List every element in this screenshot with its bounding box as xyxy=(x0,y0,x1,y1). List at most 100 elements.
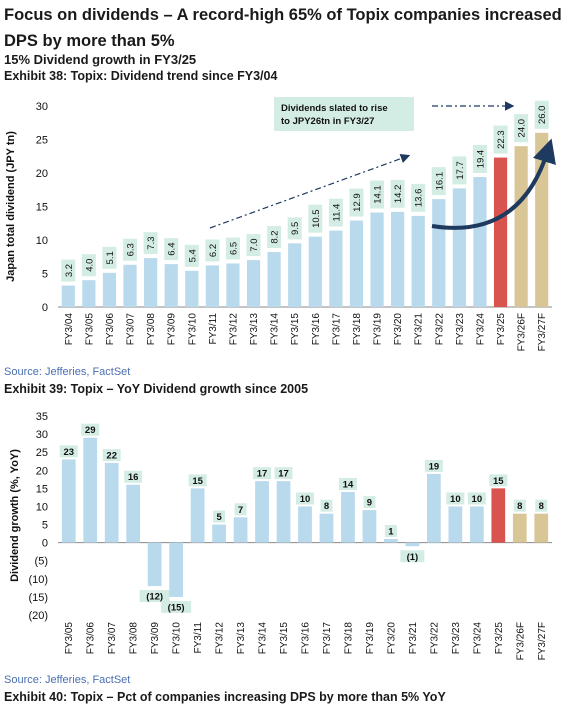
dividend-trend-chart: Japan total dividend (JPY tn) 0 5 10 15 20 25 3… xyxy=(5,97,556,351)
y-tick-label: 35 xyxy=(36,411,48,423)
bar-fy3-08 xyxy=(144,258,158,307)
y-tick-label: (15) xyxy=(28,592,48,604)
bar-fy3-10 xyxy=(169,542,184,597)
y-tick-label: (20) xyxy=(28,610,48,622)
data-label: 17.7 xyxy=(455,161,466,180)
bar-fy3-24 xyxy=(473,177,487,307)
bar-fy3-23 xyxy=(448,506,463,543)
data-label: 16.1 xyxy=(434,172,445,191)
data-label: 7.3 xyxy=(146,236,157,249)
x-tick-label: FY3/16 xyxy=(301,622,312,655)
data-label: (12) xyxy=(146,592,163,603)
data-label: 10 xyxy=(472,494,483,505)
x-tick-label: FY3/10 xyxy=(172,622,183,655)
x-tick-label: FY3/27F xyxy=(537,313,548,351)
data-label: 10 xyxy=(450,494,461,505)
data-label-bg xyxy=(390,179,405,208)
dividend-growth-chart: Dividend growth (%, YoY)35302520151050(5… xyxy=(9,411,552,660)
y-tick-label: 20 xyxy=(36,168,48,180)
data-label-bg xyxy=(184,244,199,267)
bar-fy3-16 xyxy=(308,236,322,307)
x-tick-label: FY3/25 xyxy=(494,622,505,655)
data-label: 15 xyxy=(192,476,203,487)
bar-fy3-26f xyxy=(512,513,527,543)
x-tick-label: FY3/25 xyxy=(496,313,507,346)
y-tick-label: 10 xyxy=(36,501,48,513)
data-label-bg xyxy=(102,449,121,462)
x-tick-label: FY3/18 xyxy=(343,622,354,655)
bar-fy3-07 xyxy=(123,264,137,307)
data-label: 8 xyxy=(324,501,329,512)
data-label: 14.1 xyxy=(373,185,384,204)
x-tick-label: FY3/13 xyxy=(236,622,247,655)
data-label-bg xyxy=(308,204,323,233)
data-label: 12.9 xyxy=(352,193,363,212)
bar-fy3-08 xyxy=(126,484,141,543)
x-tick-label: FY3/05 xyxy=(64,622,75,655)
x-tick-label: FY3/15 xyxy=(290,313,301,346)
bar-fy3-07 xyxy=(104,463,119,543)
x-tick-label: FY3/23 xyxy=(455,313,466,346)
bar-fy3-15 xyxy=(288,243,302,307)
data-label-bg xyxy=(124,470,143,483)
data-label: 26.0 xyxy=(537,106,548,125)
data-label-bg xyxy=(513,499,526,512)
bar-fy3-09 xyxy=(164,264,178,307)
data-label-bg xyxy=(139,590,170,603)
bar-fy3-19 xyxy=(362,510,377,543)
x-tick-label: FY3/22 xyxy=(429,622,440,655)
data-label-bg xyxy=(411,183,426,212)
x-tick-label: FY3/22 xyxy=(434,313,445,346)
x-tick-label: FY3/23 xyxy=(451,622,462,655)
bar-fy3-25 xyxy=(493,157,508,307)
exhibit40-title: Exhibit 40: Topix – Pct of companies inc… xyxy=(4,690,446,704)
data-label-bg xyxy=(102,246,117,269)
data-label-bg xyxy=(514,114,529,143)
y-tick-label: 5 xyxy=(42,269,48,281)
data-label: 17 xyxy=(278,469,289,480)
y-tick-label: 15 xyxy=(36,483,48,495)
data-label-bg xyxy=(59,445,78,458)
data-label: 9 xyxy=(367,498,372,509)
bar-fy3-23 xyxy=(452,188,466,307)
x-tick-label: FY3/13 xyxy=(249,313,260,346)
data-label-bg xyxy=(338,477,357,490)
data-label: 7 xyxy=(238,505,243,516)
data-label: 10 xyxy=(300,494,311,505)
bar-fy3-26f xyxy=(514,146,528,307)
x-tick-label: FY3/09 xyxy=(167,313,178,346)
data-label-bg xyxy=(363,496,376,509)
x-tick-label: FY3/04 xyxy=(64,313,75,346)
bar-fy3-09 xyxy=(147,542,162,587)
data-label-bg xyxy=(467,492,486,505)
bar-fy3-12 xyxy=(212,524,226,543)
bar-fy3-11 xyxy=(190,488,205,543)
bar-fy3-06 xyxy=(83,437,98,543)
y-tick-label: (10) xyxy=(28,574,48,586)
bar-fy3-15 xyxy=(276,481,291,543)
data-label-bg xyxy=(274,467,293,480)
data-label: 8 xyxy=(517,501,522,512)
x-tick-label: FY3/27F xyxy=(537,622,548,660)
bar-fy3-21 xyxy=(411,215,425,307)
data-label: 8 xyxy=(539,501,544,512)
data-label: 22.3 xyxy=(496,130,507,149)
data-label-bg xyxy=(452,156,467,185)
data-label-bg xyxy=(188,474,207,487)
data-label-bg xyxy=(400,550,425,563)
exhibit38-title: Exhibit 38: Topix: Dividend trend since … xyxy=(4,69,278,83)
data-label: 14.2 xyxy=(393,185,404,204)
bar-fy3-13 xyxy=(233,517,248,543)
data-label-bg xyxy=(61,259,76,282)
bar-fy3-10 xyxy=(185,270,199,307)
x-tick-label: FY3/14 xyxy=(258,622,269,655)
data-label: 11.4 xyxy=(331,204,342,222)
bar-fy3-20 xyxy=(384,539,398,543)
x-tick-label: FY3/15 xyxy=(279,622,290,655)
data-label-bg xyxy=(349,188,364,217)
exhibit39-title: Exhibit 39: Topix – YoY Dividend growth … xyxy=(4,382,309,396)
bar-fy3-25 xyxy=(491,488,506,543)
data-label: 6.2 xyxy=(208,244,219,257)
data-label: 7.0 xyxy=(249,238,260,251)
bar-fy3-05 xyxy=(82,280,96,307)
